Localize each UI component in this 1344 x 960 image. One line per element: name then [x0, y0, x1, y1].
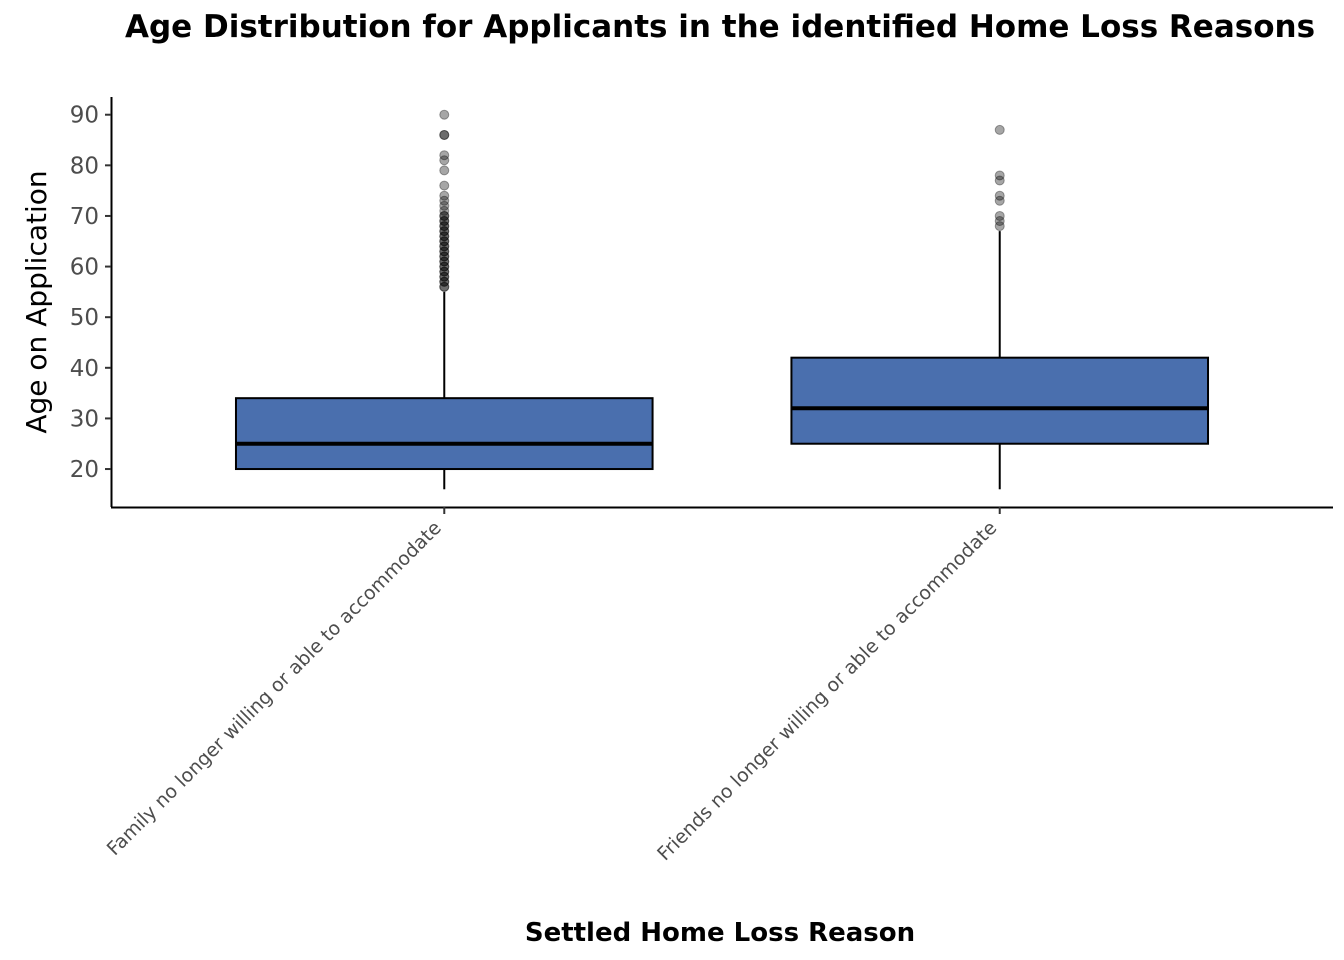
outlier-point	[994, 190, 1005, 201]
outlier-point	[439, 231, 450, 242]
axes	[110, 97, 1333, 509]
chart-title: Age Distribution for Applicants in the i…	[125, 9, 1315, 45]
outlier-point	[439, 165, 450, 176]
outlier-point	[439, 236, 450, 247]
outlier-point	[439, 226, 450, 237]
outlier-point	[439, 271, 450, 282]
x-tick-label: Friends no longer willing or able to acc…	[653, 517, 1001, 865]
outlier-point	[439, 221, 450, 232]
box	[234, 397, 654, 471]
y-tick-label: 60	[70, 255, 99, 281]
outlier-point	[439, 241, 450, 252]
outlier-point	[439, 221, 450, 232]
outlier-point	[439, 236, 450, 247]
outlier-point	[439, 246, 450, 257]
outlier-point	[439, 180, 450, 191]
outlier-point	[439, 216, 450, 227]
outlier-point	[439, 246, 450, 257]
outlier-point	[439, 150, 450, 161]
x-axis-label: Settled Home Loss Reason	[525, 918, 915, 948]
y-tick-label: 70	[70, 204, 99, 230]
outlier-point	[439, 266, 450, 277]
outlier-point	[439, 226, 450, 237]
outlier-point	[439, 216, 450, 227]
outlier-point	[439, 271, 450, 282]
outlier-point	[439, 210, 450, 221]
y-tick-label: 90	[70, 103, 99, 129]
box	[790, 356, 1210, 445]
outlier-point	[439, 129, 450, 140]
outlier-point	[439, 129, 450, 140]
outlier-point	[994, 216, 1005, 227]
y-tick-label: 80	[70, 153, 99, 179]
outlier-point	[439, 266, 450, 277]
outlier-point	[439, 276, 450, 287]
outlier-point	[994, 124, 1005, 135]
outlier-point	[439, 195, 450, 206]
outlier-point	[439, 281, 450, 292]
outlier-point	[439, 251, 450, 262]
outlier-point	[439, 281, 450, 292]
outlier-point	[994, 175, 1005, 186]
y-tick-label: 20	[70, 457, 99, 483]
outlier-point	[439, 210, 450, 221]
outlier-point	[439, 256, 450, 267]
outlier-point	[439, 276, 450, 287]
y-axis-label: Age on Application	[20, 170, 53, 433]
y-tick-label: 40	[70, 356, 99, 382]
outlier-point	[439, 109, 450, 120]
outlier-point	[994, 195, 1005, 206]
outlier-point	[994, 170, 1005, 181]
outlier-point	[439, 205, 450, 216]
outlier-point	[439, 261, 450, 272]
outlier-point	[994, 210, 1005, 221]
outlier-point	[439, 200, 450, 211]
y-ticks: 20 30 40 50 60 70 80 90	[70, 103, 111, 483]
x-ticks: Family no longer willing or able to acco…	[103, 507, 1001, 865]
outlier-point	[439, 251, 450, 262]
boxes	[234, 109, 1210, 490]
x-tick-label: Family no longer willing or able to acco…	[103, 517, 446, 860]
outlier-point	[439, 155, 450, 166]
outlier-point	[439, 231, 450, 242]
outlier-point	[439, 261, 450, 272]
outlier-point	[439, 190, 450, 201]
outlier-point	[439, 256, 450, 267]
outlier-point	[994, 221, 1005, 232]
outlier-point	[439, 241, 450, 252]
y-tick-label: 50	[70, 305, 99, 331]
y-tick-label: 30	[70, 406, 99, 432]
